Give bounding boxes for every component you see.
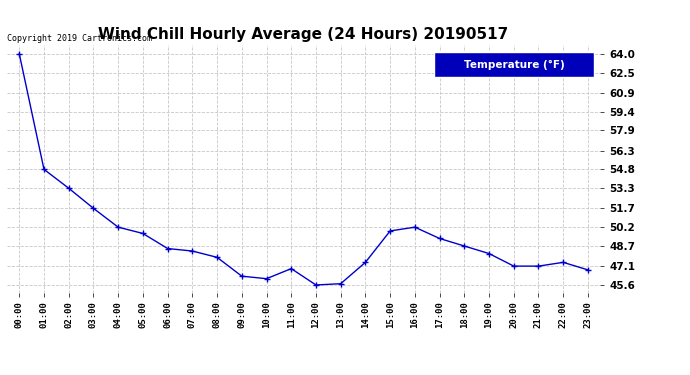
Text: Temperature (°F): Temperature (°F)	[464, 60, 564, 70]
Title: Wind Chill Hourly Average (24 Hours) 20190517: Wind Chill Hourly Average (24 Hours) 201…	[99, 27, 509, 42]
FancyBboxPatch shape	[434, 53, 594, 77]
Text: Copyright 2019 Cartronics.com: Copyright 2019 Cartronics.com	[7, 33, 152, 42]
